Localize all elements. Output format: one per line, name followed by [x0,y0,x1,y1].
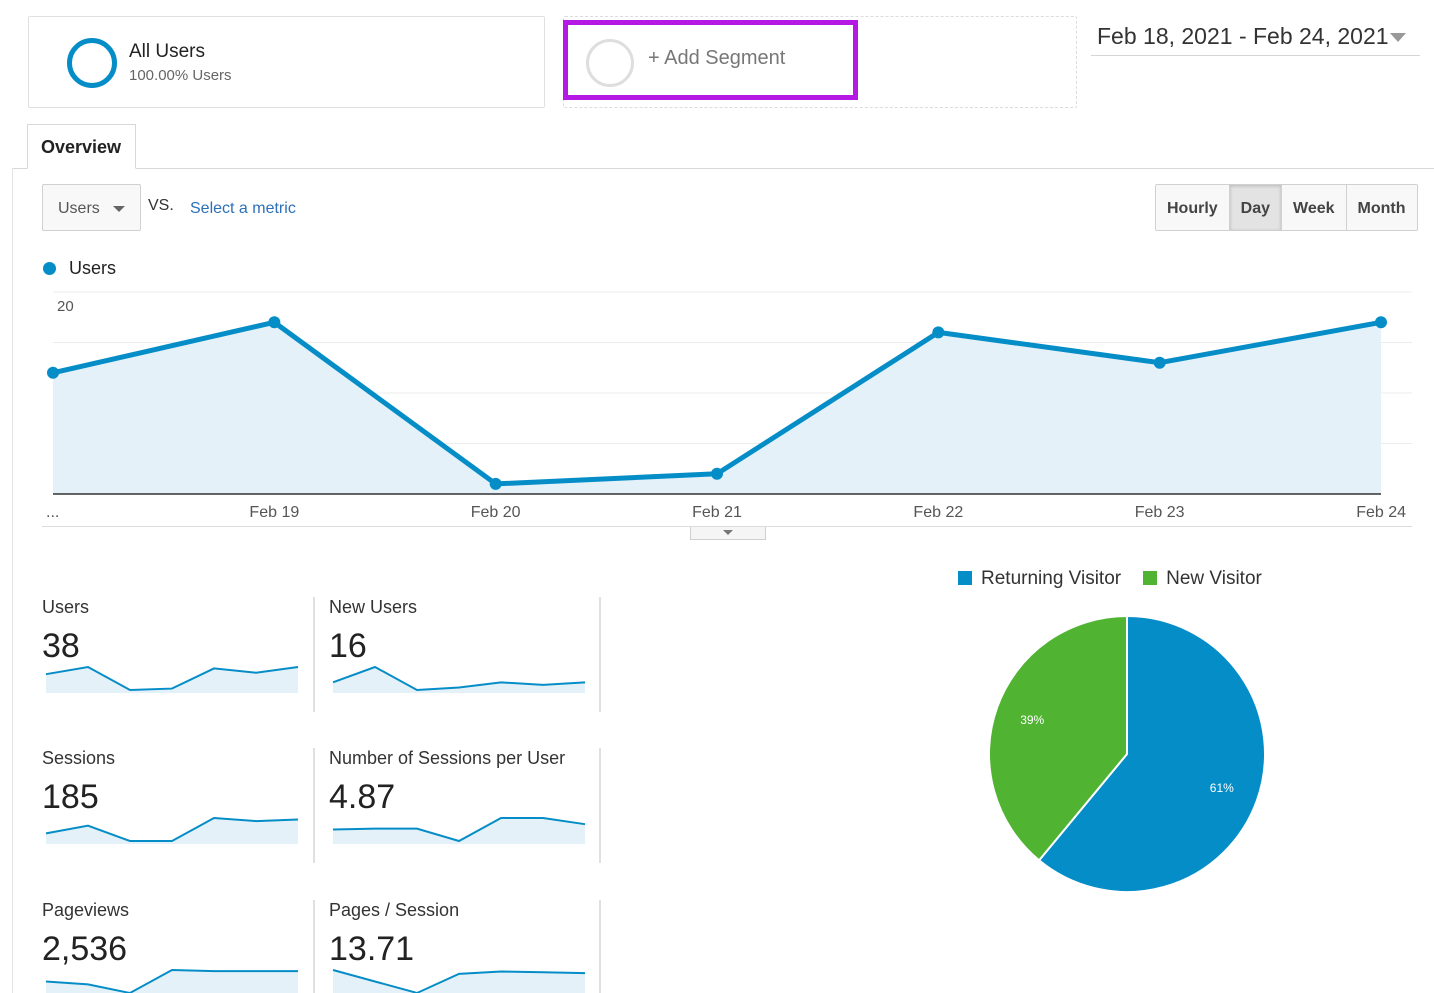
granularity-toggle: Hourly Day Week Month [1155,184,1418,231]
scorecard-divider [313,900,315,993]
sparkline-fill [333,818,585,844]
visitor-type-pie-chart: 61% 39% [988,615,1266,893]
data-point [489,477,502,490]
scorecard-divider [313,748,315,863]
scorecard-sessions[interactable]: Sessions 185 [42,748,314,863]
sparkline [45,816,299,844]
x-tick-label: Feb 20 [471,504,521,520]
x-tick-label: Feb 22 [913,504,963,520]
scorecard-label: New Users [329,597,418,617]
granularity-day-button[interactable]: Day [1228,185,1282,230]
data-point [711,467,723,480]
chart-bottom-border [42,526,1412,527]
granularity-week-button[interactable]: Week [1281,185,1346,230]
area-fill [53,322,1381,494]
scorecard-value: 13.71 [329,930,415,968]
metric-dropdown-value: Users [58,200,100,217]
data-point [47,366,59,379]
tab-overview[interactable]: Overview [27,124,136,169]
new-swatch-icon [1143,571,1158,585]
scorecard-label: Pageviews [42,900,130,920]
caret-down-icon [723,530,733,535]
x-tick-label: Feb 19 [249,504,299,520]
pie-slice [988,615,1128,862]
tab-divider [12,168,1434,169]
pie-slice [1037,615,1266,893]
scorecard-pageviews[interactable]: Pageviews 2,536 [42,900,314,993]
x-tick-label: Feb 23 [1135,504,1185,520]
add-segment-box[interactable]: + Add Segment [563,16,1077,108]
scorecard-label: Users [42,597,90,617]
granularity-hourly-button[interactable]: Hourly [1156,185,1229,230]
scorecard-users[interactable]: Users 38 [42,597,314,712]
pie-slice-label: 61% [1210,781,1234,795]
segment-ring-icon [67,38,117,88]
scorecard-label: Number of Sessions per User [329,748,566,768]
date-range-label: Feb 18, 2021 - Feb 24, 2021 [1097,23,1389,49]
pie-legend: Returning Visitor New Visitor [958,568,1262,590]
sparkline [332,665,586,693]
pie-legend-item-returning[interactable]: Returning Visitor [958,568,1121,590]
sparkline-fill [46,970,298,993]
scorecard-divider [599,900,601,993]
users-legend-dot-icon [43,262,56,275]
sparkline-line [45,816,299,842]
returning-swatch-icon [958,571,972,585]
sparkline-line [332,969,586,993]
scorecard-value: 38 [42,627,80,665]
granularity-month-button[interactable]: Month [1345,185,1417,230]
sparkline [332,817,586,844]
pie-legend-label: New Visitor [1166,568,1262,589]
data-point [268,316,281,329]
empty-segment-ring-icon [586,39,634,87]
content-left-border [12,168,13,993]
pie-legend-label: Returning Visitor [981,568,1122,589]
data-point [1375,316,1387,329]
sparkline-line [45,665,299,692]
users-legend-label: Users [69,258,117,278]
metric-dropdown[interactable]: Users [42,184,141,231]
chevron-down-icon [1390,33,1406,42]
data-point [1153,356,1166,369]
sparkline-fill [46,667,298,693]
vs-label: VS. [148,197,174,214]
scorecard-pages-per-session[interactable]: Pages / Session 13.71 [329,900,601,993]
caret-down-icon [113,206,125,212]
sparkline [45,968,298,993]
scorecard-divider [599,597,601,712]
sparkline [45,665,299,693]
scorecard-value: 2,536 [42,930,128,968]
segment-title: All Users [129,41,206,62]
sparkline-fill [46,818,298,844]
select-metric-link[interactable]: Select a metric [190,200,296,217]
sparkline-line [332,665,586,692]
sparkline-fill [333,667,585,693]
scorecard-label: Pages / Session [329,900,460,920]
date-range-picker[interactable]: Feb 18, 2021 - Feb 24, 2021 [1091,18,1420,56]
sparkline [332,969,586,993]
scorecard-value: 16 [329,627,367,665]
scorecard-label: Sessions [42,748,116,768]
scorecard-value: 4.87 [329,778,396,816]
x-tick-label: ... [46,504,59,520]
scorecard-value: 185 [42,778,99,816]
data-point [932,326,945,339]
scorecard-divider [599,748,601,863]
x-tick-label: Feb 24 [1356,504,1406,520]
segment-subtitle: 100.00% Users [129,67,232,84]
x-tick-label: Feb 21 [692,504,742,520]
scorecard-sessions-per-user[interactable]: Number of Sessions per User 4.87 [329,748,601,863]
scorecard-new-users[interactable]: New Users 16 [329,597,601,712]
add-segment-highlight [563,20,858,100]
add-segment-label[interactable]: + Add Segment [648,47,786,69]
sparkline-line [45,968,298,993]
y-tick-label: 20 [57,298,74,315]
pie-slice-label: 39% [1020,713,1044,727]
chart-collapse-handle[interactable] [690,527,766,540]
pie-legend-item-new[interactable]: New Visitor [1143,568,1262,590]
segment-all-users[interactable]: All Users 100.00% Users [28,16,545,108]
scorecard-divider [313,597,315,712]
sparkline-line [332,817,586,843]
